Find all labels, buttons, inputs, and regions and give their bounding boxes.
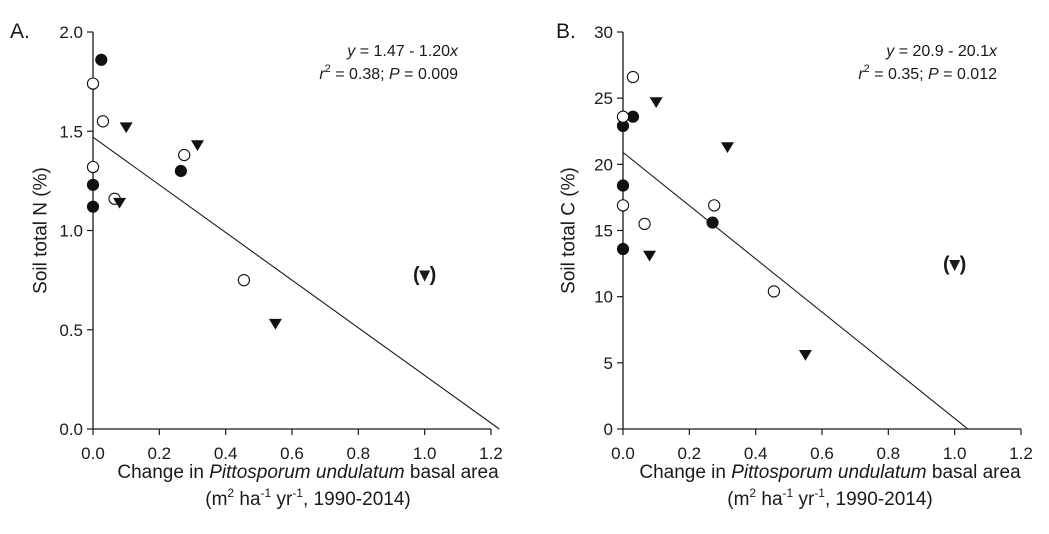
- y-axis-label: Soil total N (%): [31, 167, 52, 294]
- regression-line: [92, 136, 500, 430]
- x-tick-label: 1.0: [943, 444, 967, 463]
- data-point-triangle: [268, 318, 282, 330]
- data-point-open-circle: [86, 160, 100, 174]
- data-point-filled-circle: [706, 216, 719, 229]
- data-point-filled-circle: [616, 242, 630, 256]
- data-point-open-circle: [86, 77, 100, 90]
- panel-label: B.: [556, 20, 576, 43]
- x-axis-label: Change in Pittosporum undulatum basal ar…: [639, 462, 1021, 483]
- x-tick-label: 1.2: [479, 444, 503, 463]
- x-tick-label: 1.2: [1009, 444, 1033, 463]
- x-axis-label: Change in Pittosporum undulatum basal ar…: [117, 462, 499, 483]
- x-tick-label: 0.4: [744, 444, 768, 463]
- y-axis-label: Soil total C (%): [559, 167, 580, 294]
- data-point-open-circle: [237, 273, 251, 287]
- y-tick-label: 0.5: [59, 321, 83, 340]
- x-axis-units-label: (m2 ha-1 yr-1, 1990-2014): [727, 486, 932, 510]
- y-tick-label: 20: [594, 155, 613, 174]
- data-point-triangle: [113, 197, 127, 209]
- data-point-triangle: [649, 97, 663, 108]
- data-point-triangle: [119, 122, 133, 134]
- x-tick-label: 0.0: [611, 444, 635, 463]
- data-point-open-circle: [616, 110, 630, 123]
- y-tick-label: 1.5: [59, 122, 83, 141]
- x-tick-label: 0.2: [678, 444, 702, 463]
- data-point-open-circle: [616, 199, 630, 212]
- x-tick-label: 0.6: [280, 444, 304, 463]
- y-tick-label: 30: [594, 23, 613, 42]
- chart-panel-b: 0.0 0.2 0.4 0.6 0.8 1.0 1.2 0 5 10 15 20 25 30 B. Soil …: [556, 20, 1033, 510]
- data-point-triangle: [798, 350, 812, 361]
- y-tick-label: 25: [594, 89, 613, 108]
- data-point-triangle: [190, 140, 204, 151]
- excluded-point-label: (▾): [943, 254, 966, 276]
- x-tick-label: 0.4: [214, 444, 238, 463]
- x-tick-label: 1.0: [413, 444, 437, 463]
- y-tick-label: 2.0: [59, 23, 83, 42]
- data-point-filled-circle: [616, 179, 630, 192]
- x-tick-label: 0.0: [81, 444, 105, 463]
- regression-stats: r2 = 0.38; P = 0.009: [319, 63, 458, 83]
- data-point-open-circle: [638, 217, 651, 231]
- y-tick-label: 5: [604, 354, 613, 373]
- x-tick-label: 0.8: [347, 444, 371, 463]
- data-point-open-circle: [96, 115, 110, 128]
- excluded-point-label: (▾): [413, 264, 436, 286]
- regression-line: [622, 151, 969, 430]
- data-point-filled-circle: [86, 178, 100, 191]
- y-tick-label: 10: [594, 288, 613, 307]
- data-point-open-circle: [626, 70, 640, 84]
- x-tick-label: 0.8: [877, 444, 901, 463]
- x-tick-label: 0.2: [148, 444, 172, 463]
- data-point-open-circle: [767, 285, 781, 298]
- y-tick-label: 0.0: [59, 420, 83, 439]
- data-point-filled-circle: [174, 164, 187, 178]
- data-point-open-circle: [178, 148, 191, 162]
- data-point-triangle: [720, 142, 734, 153]
- data-point-filled-circle: [86, 200, 100, 213]
- regression-stats: r2 = 0.35; P = 0.012: [858, 63, 997, 83]
- x-tick-label: 0.6: [810, 444, 834, 463]
- chart-panel-a: 0.0 0.2 0.4 0.6 0.8 1.0 1.2 0.0 0.5 1.0 1.5 2.0 A. So…: [10, 20, 503, 510]
- regression-equation: y = 20.9 - 20.1x: [885, 43, 998, 60]
- x-axis-units-label: (m2 ha-1 yr-1, 1990-2014): [205, 486, 410, 510]
- data-point-triangle: [643, 250, 657, 262]
- regression-equation: y = 1.47 - 1.20x: [346, 43, 459, 60]
- data-point-filled-circle: [95, 53, 108, 66]
- y-tick-label: 0: [604, 420, 613, 439]
- panel-label: A.: [10, 20, 30, 43]
- y-tick-label: 15: [594, 222, 613, 241]
- y-tick-label: 1.0: [59, 222, 83, 241]
- data-point-open-circle: [708, 199, 721, 212]
